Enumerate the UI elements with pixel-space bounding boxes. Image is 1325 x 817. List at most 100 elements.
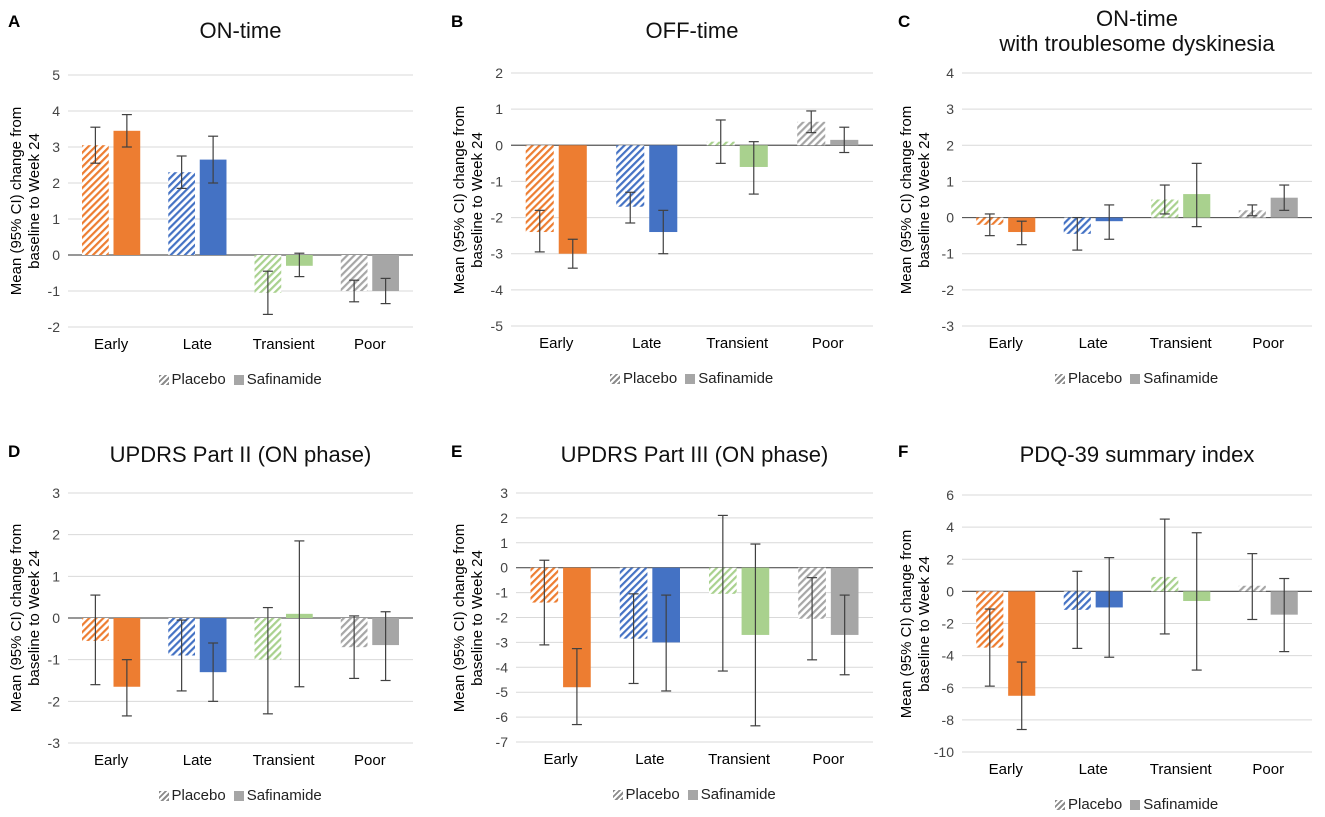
error-bar-safinamide-poor: [839, 126, 850, 154]
chart-panel-f: F PDQ-39 summary index Mean (95% CI) chang…: [890, 430, 1325, 817]
y-tick-label: -2: [48, 319, 61, 335]
y-tick-label: 0: [500, 560, 508, 576]
y-tick-label: 2: [946, 137, 954, 153]
chart-title: UPDRS Part III (ON phase): [560, 442, 829, 467]
y-tick-label: 0: [946, 583, 954, 599]
x-category-label: Transient: [253, 336, 316, 353]
y-tick-label: -1: [48, 283, 61, 299]
legend-swatch-safinamide: [233, 374, 244, 385]
legend-item-placebo: Placebo: [158, 787, 226, 804]
y-tick-label: -2: [942, 282, 955, 298]
error-bar-safinamide-poor: [380, 277, 391, 305]
x-category-label: Early: [989, 335, 1024, 352]
error-bar-placebo-early: [534, 209, 545, 253]
error-bar-safinamide-transient: [294, 252, 305, 278]
legend-label-placebo: Placebo: [171, 787, 226, 804]
plot-area: -7 -6 -5 -4 -3 -2 -1 0 1 2 3 Early Late Transient Poor: [496, 485, 873, 768]
error-bar-safinamide-late: [208, 135, 219, 184]
legend-label-placebo: Placebo: [171, 371, 226, 388]
plot-area: -5 -4 -3 -2 -1 0 1 2 Early Late Transient Poor: [491, 65, 873, 352]
legend-item-safinamide: Safinamide: [1130, 796, 1218, 813]
error-bar-placebo-late: [1072, 216, 1083, 251]
legend-swatch-safinamide: [1130, 799, 1141, 810]
bar-safinamide-early: [113, 130, 141, 255]
x-category-label: Transient: [253, 752, 316, 769]
y-tick-label: 3: [52, 485, 60, 501]
panel-letter: E: [451, 442, 463, 461]
chart-title: UPDRS Part II (ON phase): [109, 442, 372, 467]
chart-panel-a: A ON-time Mean (95% CI) change from baseli…: [0, 0, 435, 388]
error-bar-safinamide-late: [208, 642, 219, 702]
legend-item-safinamide: Safinamide: [687, 786, 776, 803]
x-category-label: Early: [94, 336, 129, 353]
panel-letter: F: [898, 442, 909, 461]
x-category-label: Late: [183, 336, 212, 353]
legend-swatch-safinamide: [233, 790, 244, 801]
y-tick-label: -2: [942, 616, 955, 632]
y-tick-label: 4: [946, 65, 954, 81]
error-bar-placebo-poor: [1247, 204, 1258, 217]
x-category-label: Late: [183, 752, 212, 769]
panel-letter: B: [451, 12, 464, 31]
legend-label-safinamide: Safinamide: [1143, 796, 1219, 813]
bar-placebo-poor: [797, 121, 826, 146]
error-bar-placebo-early: [539, 559, 550, 646]
error-bar-placebo-poor: [349, 615, 360, 680]
y-tick-label: 2: [52, 175, 60, 191]
y-tick-label: -6: [496, 709, 509, 725]
y-tick-label: 2: [946, 551, 954, 567]
x-category-label: Transient: [1150, 335, 1213, 352]
legend-swatch-safinamide: [687, 789, 698, 800]
error-bar-safinamide-transient: [748, 141, 759, 195]
y-tick-label: -3: [942, 318, 955, 334]
x-category-label: Poor: [812, 335, 844, 352]
error-bar-safinamide-poor: [1279, 577, 1290, 653]
legend: Placebo Safinamide: [158, 787, 322, 804]
y-tick-label: -4: [491, 282, 504, 298]
error-bar-safinamide-transient: [1191, 532, 1202, 671]
legend-swatch-placebo: [158, 790, 169, 801]
x-category-label: Late: [1079, 761, 1108, 778]
y-tick-label: 4: [946, 519, 954, 535]
y-tick-label: -4: [942, 648, 955, 664]
y-tick-label: 1: [52, 211, 60, 227]
legend-label-placebo: Placebo: [1068, 796, 1123, 813]
legend-swatch-safinamide: [1130, 373, 1141, 384]
y-tick-label: -3: [491, 246, 504, 262]
error-bar-safinamide-transient: [1191, 162, 1202, 228]
error-bar-placebo-late: [625, 191, 636, 224]
error-bar-placebo-late: [176, 619, 187, 692]
y-tick-label: 3: [500, 485, 508, 501]
plot-area: -10 -8 -6 -4 -2 0 2 4 6 Early Late Transient Poor: [934, 487, 1312, 778]
error-bar-safinamide-early: [1016, 661, 1027, 731]
y-tick-label: 0: [946, 210, 954, 226]
y-tick-label: -8: [942, 712, 955, 728]
error-bar-safinamide-early: [121, 113, 132, 148]
error-bar-placebo-late: [176, 155, 187, 189]
x-category-label: Transient: [706, 335, 769, 352]
legend-label-placebo: Placebo: [1068, 370, 1123, 387]
error-bar-safinamide-transient: [294, 540, 305, 688]
error-bar-safinamide-poor: [1279, 184, 1290, 211]
y-tick-label: -1: [491, 173, 504, 189]
error-bar-placebo-transient: [1159, 518, 1170, 635]
error-bar-safinamide-poor: [839, 594, 850, 676]
error-bar-placebo-early: [90, 594, 101, 686]
y-tick-label: -10: [934, 744, 954, 760]
x-category-label: Poor: [1252, 335, 1284, 352]
y-tick-label: -4: [496, 659, 509, 675]
y-tick-label: -2: [496, 610, 509, 626]
y-tick-label: 5: [52, 67, 60, 83]
plot-area: -3 -2 -1 0 1 2 3 Early Late Transient Poor: [48, 485, 413, 769]
plot-area: -3 -2 -1 0 1 2 3 4 Early Late Transient Poor: [942, 65, 1312, 352]
error-bar-safinamide-late: [661, 594, 672, 692]
legend: Placebo Safinamide: [610, 370, 773, 387]
error-bar-safinamide-early: [121, 659, 132, 717]
y-tick-label: -1: [496, 585, 509, 601]
x-category-label: Early: [544, 751, 579, 768]
x-category-label: Late: [635, 751, 664, 768]
y-tick-label: 3: [52, 139, 60, 155]
panel-letter: D: [8, 442, 21, 461]
error-bar-placebo-transient: [1159, 184, 1170, 215]
chart-title: PDQ-39 summary index: [1019, 442, 1255, 467]
